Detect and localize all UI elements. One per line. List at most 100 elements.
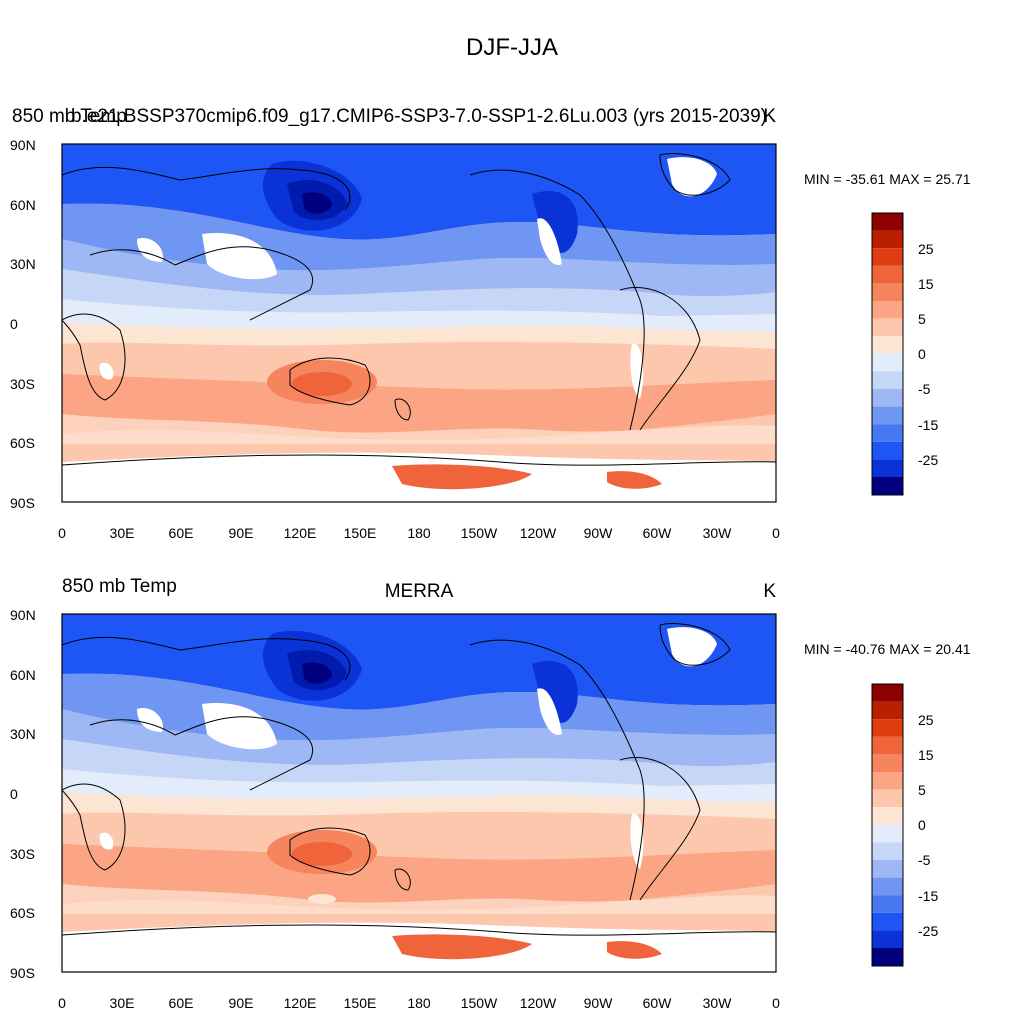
colorbar-swatch	[872, 807, 903, 825]
panel-units: K	[763, 581, 776, 602]
x-tick-label: 30W	[703, 995, 733, 1011]
contour-map	[62, 614, 776, 972]
coastlines	[62, 623, 776, 936]
colorbar-swatch	[872, 248, 903, 266]
figure-title: DJF-JJA	[466, 34, 558, 61]
colorbar-label: -25	[918, 923, 938, 939]
x-tick-label: 120W	[520, 995, 557, 1011]
x-tick-label: 120E	[284, 995, 317, 1011]
y-tick-label: 0	[10, 786, 18, 802]
panel-center-title: MERRA	[385, 581, 454, 602]
colorbar-swatch	[872, 230, 903, 249]
colorbar-label: 0	[918, 346, 926, 362]
y-tick-label: 30N	[10, 726, 36, 742]
y-tick-label: 0	[10, 316, 18, 332]
y-tick-label: 90S	[10, 965, 35, 981]
colorbar-label: 15	[918, 747, 934, 763]
colorbar-label: 25	[918, 241, 934, 257]
x-tick-label: 90E	[229, 995, 254, 1011]
min-max-label: MIN = -40.76 MAX = 20.41	[804, 641, 971, 657]
x-tick-label: 90E	[229, 525, 254, 541]
colorbar-swatch	[872, 424, 903, 442]
y-tick-label: 30S	[10, 376, 35, 392]
panel-left-title: 850 mb Temp	[62, 576, 177, 597]
colorbar-label: 15	[918, 276, 934, 292]
colorbar-label: 5	[918, 311, 926, 327]
colorbar-swatch	[872, 719, 903, 737]
colorbar-swatch	[872, 477, 903, 495]
colorbar-swatch	[872, 736, 903, 755]
y-tick-label: 60S	[10, 435, 35, 451]
colorbar-swatch	[872, 353, 903, 372]
min-max-label: MIN = -35.61 MAX = 25.71	[804, 171, 971, 187]
colorbar-swatch	[872, 301, 903, 319]
y-tick-label: 30N	[10, 256, 36, 272]
x-tick-label: 30W	[703, 525, 733, 541]
x-tick-label: 90W	[584, 525, 614, 541]
x-tick-label: 0	[58, 525, 66, 541]
colorbar-frame	[871, 683, 904, 967]
y-tick-label: 90N	[10, 607, 36, 623]
y-tick-label: 90S	[10, 495, 35, 511]
colorbar-swatch	[872, 441, 903, 460]
colorbar-swatch	[872, 265, 903, 284]
x-tick-label: 120E	[284, 525, 317, 541]
colorbar-swatch	[872, 213, 903, 231]
panel-left-title: 850 mb Temp	[12, 106, 127, 127]
colorbar-swatch	[872, 948, 903, 966]
x-tick-label: 180	[407, 995, 431, 1011]
colorbar-swatch	[872, 842, 903, 860]
y-tick-label: 60N	[10, 197, 36, 213]
x-tick-label: 60W	[643, 995, 673, 1011]
x-tick-label: 0	[58, 995, 66, 1011]
x-tick-label: 60W	[643, 525, 673, 541]
colorbar-label: 25	[918, 712, 934, 728]
colorbar: 25 15 5 0 -5 -15 -25	[871, 683, 938, 967]
y-tick-label: 30S	[10, 846, 35, 862]
colorbar-label: 5	[918, 782, 926, 798]
panel-model: 850 mb Temp b.e21.BSSP370cmip6.f09_g17.C…	[10, 106, 971, 541]
x-tick-label: 30E	[110, 995, 135, 1011]
colorbar-swatch	[872, 877, 903, 896]
colorbar-swatch	[872, 283, 903, 301]
colorbar-swatch	[872, 684, 903, 702]
y-tick-label: 60N	[10, 667, 36, 683]
panel-center-title: b.e21.BSSP370cmip6.f09_g17.CMIP6-SSP3-7.…	[71, 106, 767, 127]
x-tick-label: 90W	[584, 995, 614, 1011]
x-tick-label: 120W	[520, 525, 557, 541]
colorbar-swatch	[872, 930, 903, 948]
panel-units: K	[763, 106, 776, 127]
y-tick-label: 60S	[10, 905, 35, 921]
colorbar-label: -25	[918, 452, 938, 468]
map-frame	[61, 613, 777, 973]
colorbar-label: -15	[918, 417, 938, 433]
colorbar-swatch	[872, 895, 903, 913]
x-tick-label: 150E	[344, 525, 377, 541]
x-tick-label: 150E	[344, 995, 377, 1011]
colorbar-swatch	[872, 912, 903, 931]
coastlines	[62, 153, 776, 466]
colorbar-swatch	[872, 860, 903, 878]
colorbar-swatch	[872, 371, 903, 389]
colorbar-swatch	[872, 336, 903, 354]
y-tick-label: 90N	[10, 137, 36, 153]
colorbar: 25 15 5 0 -5 -15 -25	[871, 212, 938, 496]
colorbar-swatch	[872, 824, 903, 843]
x-tick-label: 180	[407, 525, 431, 541]
x-tick-label: 150W	[461, 995, 498, 1011]
x-tick-label: 60E	[169, 525, 194, 541]
colorbar-swatch	[872, 789, 903, 808]
map-frame	[61, 143, 777, 503]
x-tick-label: 150W	[461, 525, 498, 541]
colorbar-label: 0	[918, 817, 926, 833]
x-tick-label: 0	[772, 995, 780, 1011]
colorbar-swatch	[872, 459, 903, 477]
x-tick-label: 30E	[110, 525, 135, 541]
x-tick-label: 60E	[169, 995, 194, 1011]
colorbar-label: -5	[918, 852, 931, 868]
colorbar-label: -15	[918, 888, 938, 904]
colorbar-swatch	[872, 406, 903, 425]
colorbar-label: -5	[918, 381, 931, 397]
x-tick-label: 0	[772, 525, 780, 541]
